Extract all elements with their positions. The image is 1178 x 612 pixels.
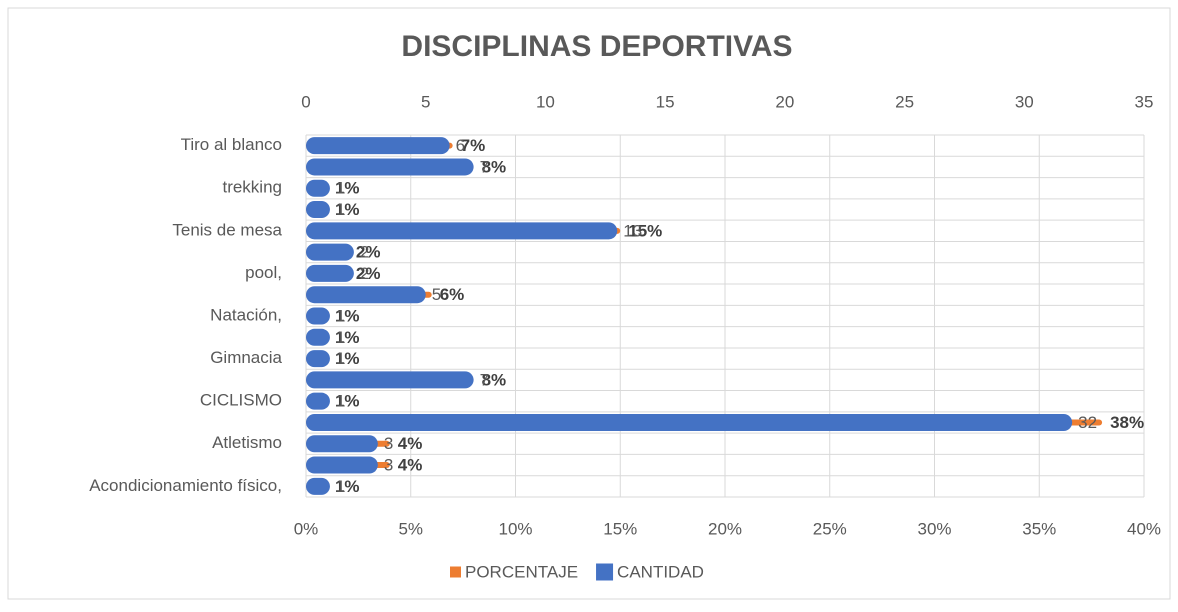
x-tick-label: 40% xyxy=(1127,519,1161,538)
x2-tick-label: 20 xyxy=(775,92,794,111)
bar xyxy=(306,477,330,495)
data-label: 1% xyxy=(335,328,360,347)
x-tick-label: 35% xyxy=(1022,519,1056,538)
y-tick-label: pool, xyxy=(245,263,282,282)
bar xyxy=(306,435,378,453)
bar xyxy=(306,222,618,240)
chart-frame xyxy=(7,7,1171,600)
bar xyxy=(306,392,330,410)
y-tick-label: Tenis de mesa xyxy=(172,220,282,239)
data-label: 1% xyxy=(335,179,360,198)
x-tick-label: 30% xyxy=(917,519,951,538)
data-label: 1 xyxy=(336,349,345,368)
data-label: 7 xyxy=(480,370,489,389)
bar xyxy=(306,456,378,474)
x2-tick-label: 35 xyxy=(1135,92,1154,111)
data-label: 1% xyxy=(335,392,360,411)
bar xyxy=(306,413,1073,431)
bar xyxy=(306,286,426,304)
data-label: 3 xyxy=(384,434,393,453)
data-label: 2% xyxy=(356,243,381,262)
x-tick-label: 10% xyxy=(498,519,532,538)
bar xyxy=(306,350,330,368)
data-label: 1 xyxy=(336,200,345,219)
data-label: 2 xyxy=(360,243,369,262)
data-label: 5 xyxy=(432,285,441,304)
data-label: 1% xyxy=(335,200,360,219)
x-tick-label: 15% xyxy=(603,519,637,538)
y-tick-label: Tiro al blanco xyxy=(181,135,282,154)
x-tick-label: 5% xyxy=(398,519,423,538)
x-tick-label: 25% xyxy=(813,519,847,538)
data-label: 1 xyxy=(336,328,345,347)
legend-swatch xyxy=(596,563,614,581)
data-label: 7 xyxy=(480,157,489,176)
x2-tick-label: 5 xyxy=(421,92,430,111)
data-label: 1 xyxy=(336,179,345,198)
x-tick-label: 0% xyxy=(294,519,319,538)
bar xyxy=(306,307,330,325)
bar xyxy=(306,243,354,261)
data-label: 2 xyxy=(360,264,369,283)
data-label: 32 xyxy=(1078,413,1097,432)
data-label: 6% xyxy=(440,285,465,304)
data-label: 2% xyxy=(356,264,381,283)
x-tick-label: 20% xyxy=(708,519,742,538)
bar xyxy=(306,201,330,219)
y-tick-label: CICLISMO xyxy=(200,391,282,410)
legend-label: PORCENTAJE xyxy=(465,562,578,581)
data-label: 1% xyxy=(335,306,360,325)
bar xyxy=(306,371,474,389)
y-tick-label: Acondicionamiento físico, xyxy=(89,476,282,495)
x2-tick-label: 25 xyxy=(895,92,914,111)
x2-tick-label: 15 xyxy=(656,92,675,111)
x2-tick-label: 0 xyxy=(301,92,310,111)
data-label: 7% xyxy=(461,136,486,155)
x2-tick-label: 30 xyxy=(1015,92,1034,111)
data-label: 3 xyxy=(384,456,393,475)
data-label: 38% xyxy=(1110,413,1144,432)
data-label: 1 xyxy=(336,392,345,411)
data-label: 6 xyxy=(456,136,465,155)
bar xyxy=(306,179,330,197)
legend-swatch xyxy=(450,566,461,578)
bar xyxy=(306,158,474,176)
data-label: 1 xyxy=(336,306,345,325)
data-label: 1% xyxy=(335,349,360,368)
data-label: 8% xyxy=(482,370,507,389)
bar xyxy=(306,264,354,282)
data-label: 4% xyxy=(398,456,423,475)
data-label: 1 xyxy=(336,477,345,496)
chart-title: DISCIPLINAS DEPORTIVAS xyxy=(401,30,792,63)
legend-label: CANTIDAD xyxy=(617,562,704,581)
data-label: 8% xyxy=(482,157,507,176)
data-label: 13 xyxy=(623,221,642,240)
data-label: 1% xyxy=(335,477,360,496)
data-label: 4% xyxy=(398,434,423,453)
x2-tick-label: 10 xyxy=(536,92,555,111)
data-label: 15% xyxy=(628,221,662,240)
bar xyxy=(306,328,330,346)
y-tick-label: trekking xyxy=(222,178,282,197)
y-tick-label: Natación, xyxy=(210,305,282,324)
bar xyxy=(306,137,450,155)
y-tick-label: Atletismo xyxy=(212,433,282,452)
y-tick-label: Gimnacia xyxy=(210,348,282,367)
